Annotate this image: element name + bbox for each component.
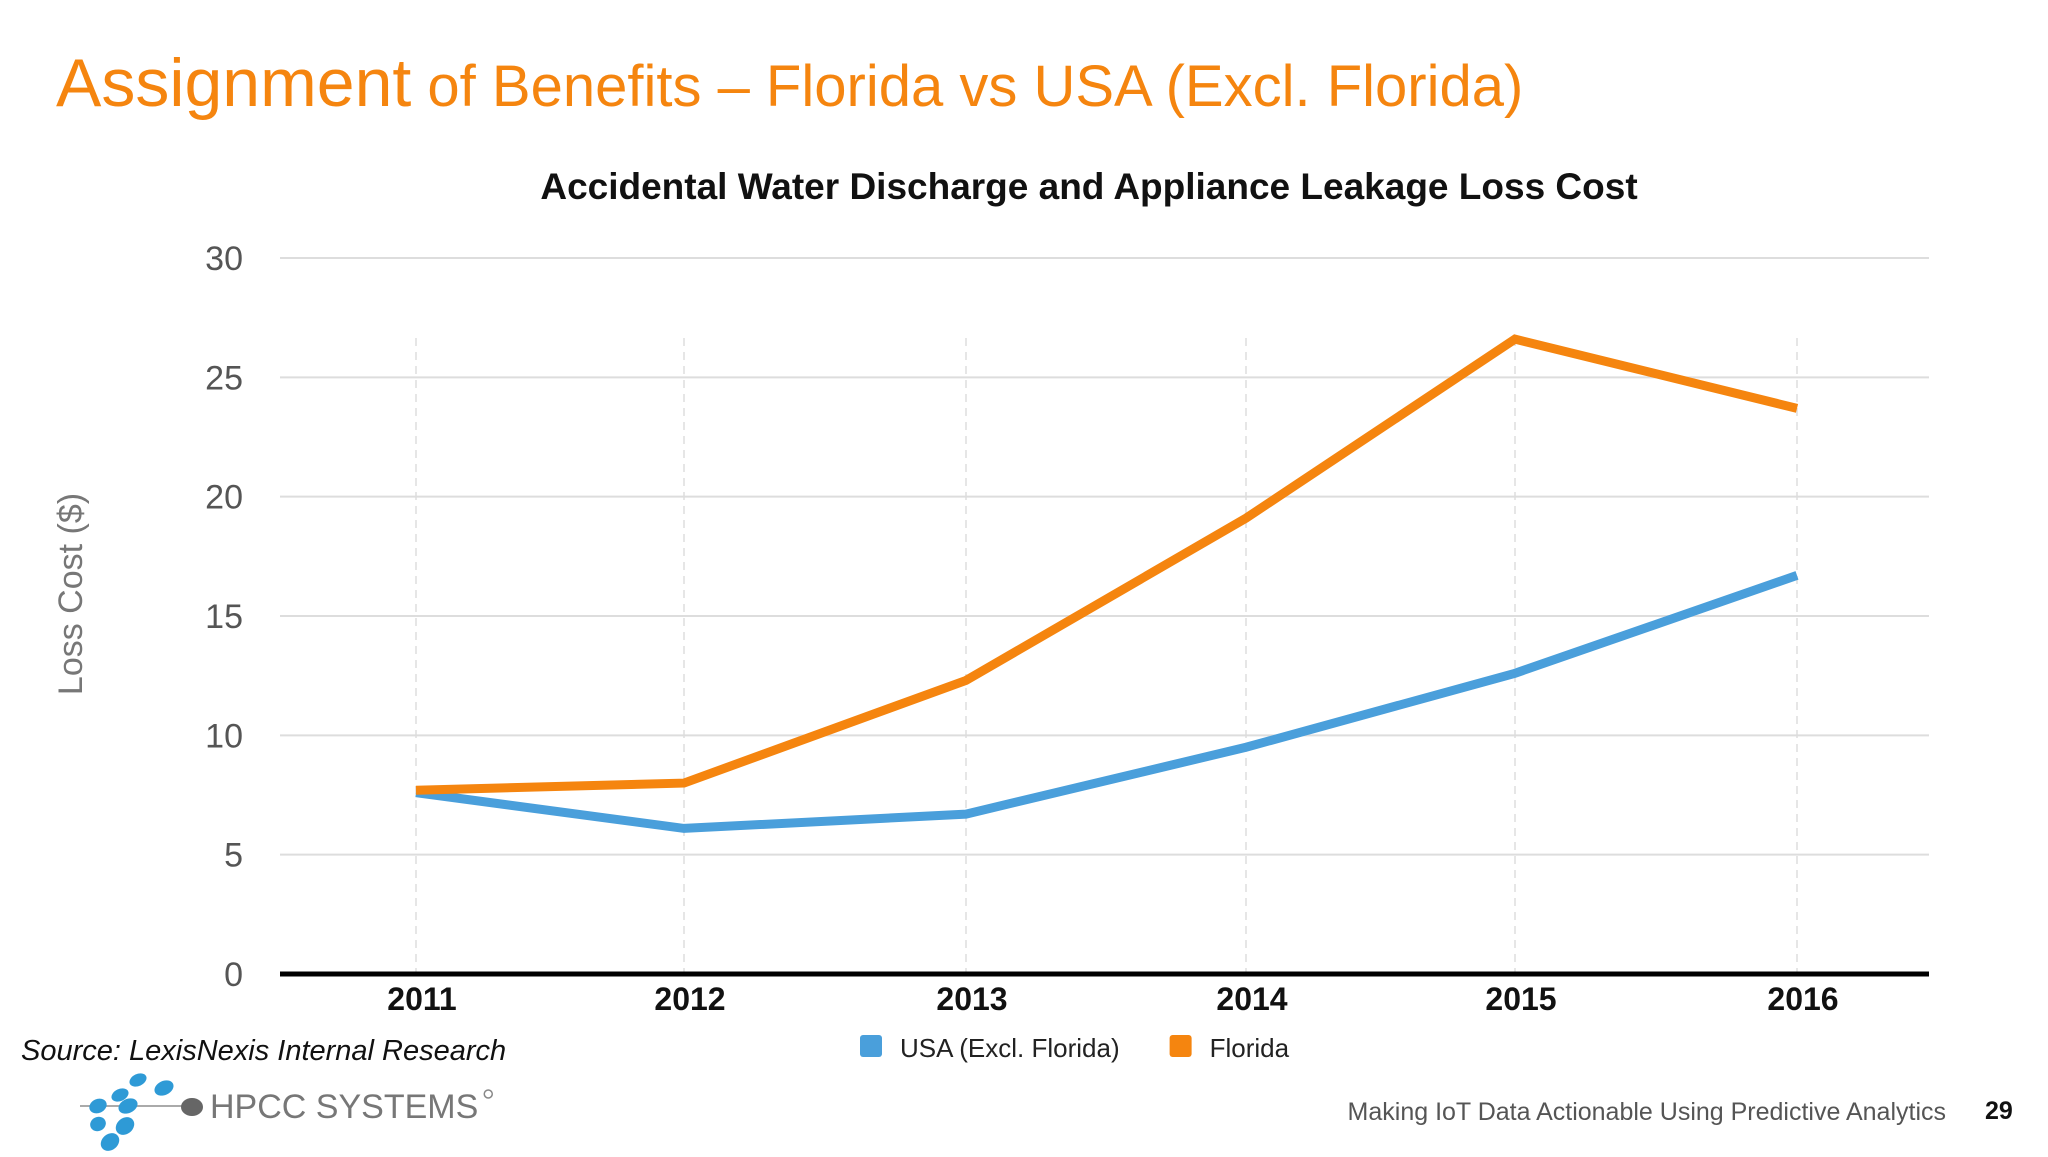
source-note: Source: LexisNexis Internal Research xyxy=(21,1034,506,1068)
hpcc-systems-logo: HPCC SYSTEMS xyxy=(80,1072,520,1157)
x-tick-label: 2014 xyxy=(1216,981,1287,1017)
y-tick-label: 10 xyxy=(205,717,243,755)
y-tick-label: 5 xyxy=(224,837,243,875)
logo-text: HPCC SYSTEMS xyxy=(210,1088,478,1126)
footer-text: Making IoT Data Actionable Using Predict… xyxy=(1348,1097,1946,1127)
chart-title: Accidental Water Discharge and Appliance… xyxy=(540,166,1637,207)
x-tick-label: 2013 xyxy=(936,981,1007,1017)
x-tick-label: 2016 xyxy=(1767,981,1838,1017)
y-tick-label: 30 xyxy=(205,240,243,278)
y-tick-label: 20 xyxy=(205,479,243,517)
legend-label: USA (Excl. Florida) xyxy=(900,1033,1120,1063)
y-axis-label: Loss Cost ($) xyxy=(52,493,90,695)
legend-swatch xyxy=(1170,1035,1192,1057)
y-tick-label: 0 xyxy=(224,956,243,994)
x-tick-label: 2012 xyxy=(654,981,725,1017)
series-line xyxy=(416,575,1797,828)
legend-label: Florida xyxy=(1210,1033,1290,1063)
x-tick-label: 2011 xyxy=(387,981,456,1017)
line-chart: Accidental Water Discharge and Appliance… xyxy=(0,0,2048,1080)
series-line xyxy=(416,339,1797,790)
y-tick-label: 15 xyxy=(205,598,243,636)
page-number: 29 xyxy=(1985,1096,2013,1126)
registered-mark-icon xyxy=(484,1090,492,1098)
legend-swatch xyxy=(860,1035,882,1057)
x-tick-label: 2015 xyxy=(1485,981,1556,1017)
y-tick-label: 25 xyxy=(205,359,243,397)
